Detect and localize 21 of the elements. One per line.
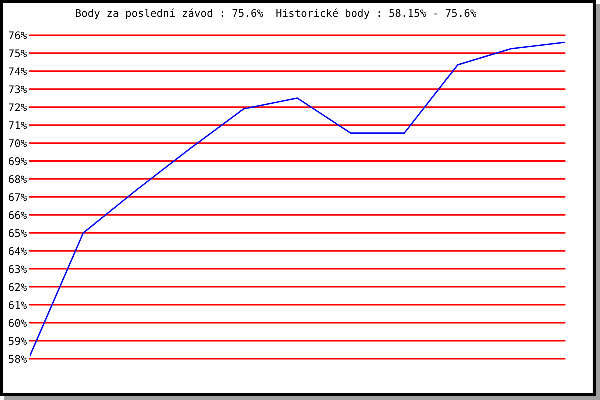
y-tick-label: 63%: [9, 265, 28, 274]
y-tick-label: 64%: [9, 247, 28, 256]
y-tick-label: 61%: [9, 301, 28, 310]
y-tick-label: 71%: [9, 122, 28, 130]
y-tick-label: 74%: [9, 68, 28, 76]
y-tick-label: 69%: [9, 158, 28, 166]
y-tick-label: 62%: [9, 283, 28, 292]
y-tick-label: 66%: [9, 211, 28, 220]
y-tick-label: 73%: [9, 86, 28, 94]
y-tick-label: 76%: [9, 32, 28, 40]
line-series: [30, 42, 565, 357]
y-tick-label: 72%: [9, 104, 28, 112]
y-tick-label: 75%: [9, 50, 28, 58]
y-tick-label: 65%: [9, 229, 28, 238]
y-tick-label: 70%: [9, 140, 28, 148]
y-tick-label: 58%: [9, 355, 28, 364]
y-tick-label: 67%: [9, 193, 28, 202]
y-tick-label: 68%: [9, 175, 28, 184]
y-tick-label: 60%: [9, 319, 28, 328]
chart-title: Body za poslední závod : 75.6% Historické body : 58.15% - 75.6%: [76, 8, 477, 20]
y-tick-label: 59%: [9, 337, 28, 346]
